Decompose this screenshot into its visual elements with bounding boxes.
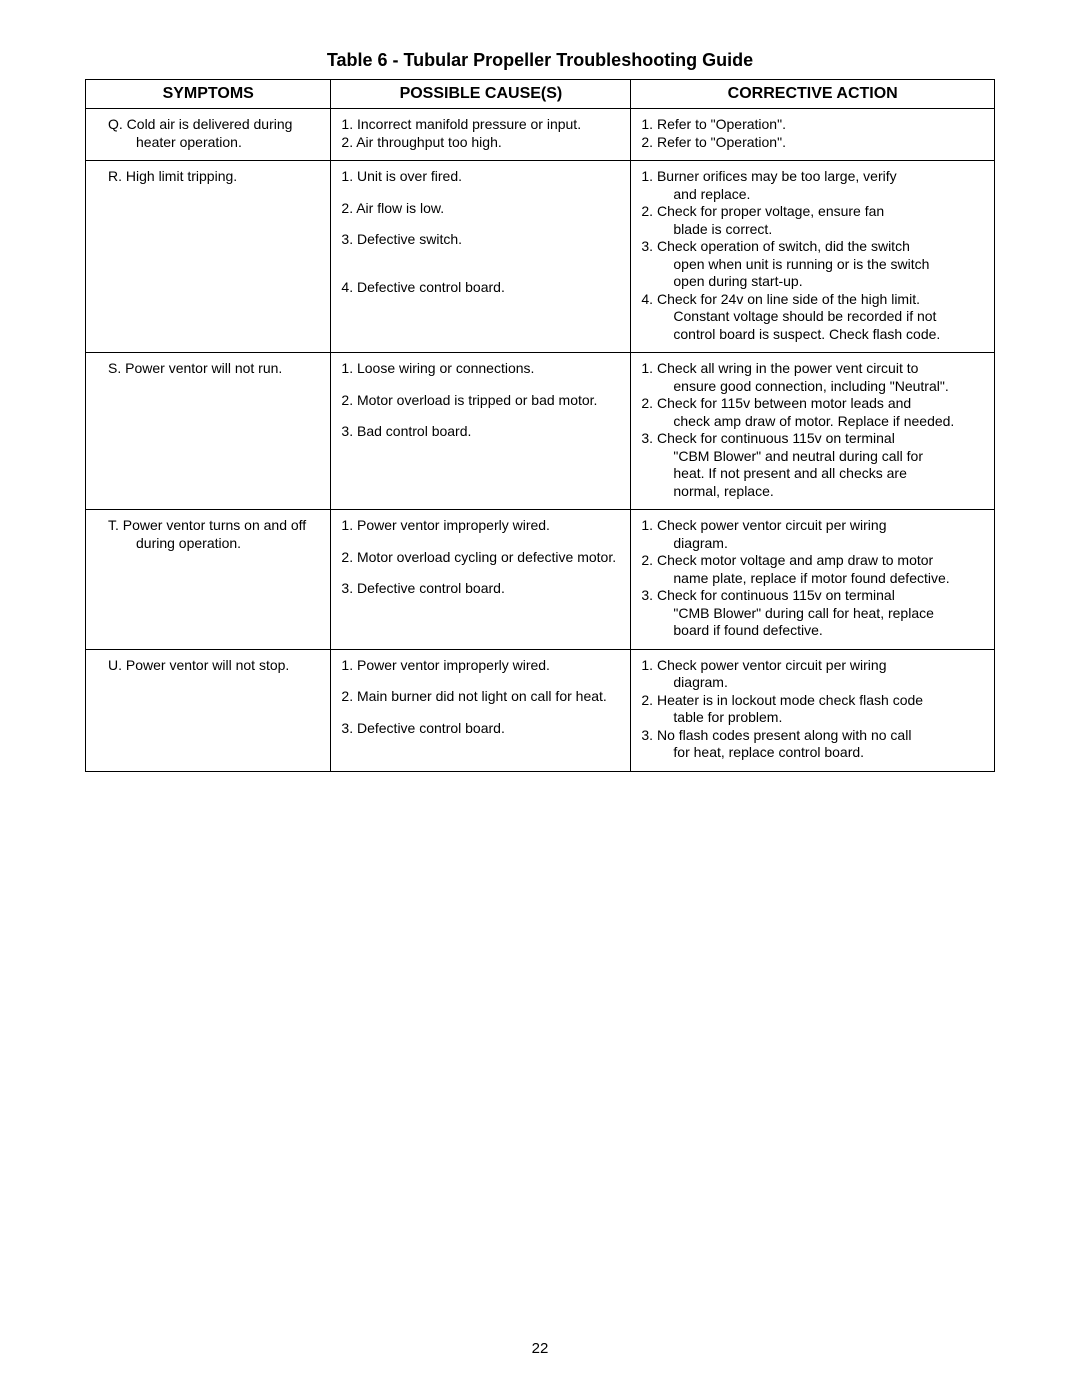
action-cell: 1. Refer to "Operation". 2. Refer to "Op…	[631, 109, 995, 161]
cause-text: 1. Power ventor improperly wired.	[341, 517, 620, 535]
symptom-text: T. Power ventor turns on and off	[108, 517, 306, 533]
troubleshooting-table: SYMPTOMS POSSIBLE CAUSE(S) CORRECTIVE AC…	[85, 79, 995, 772]
cause-text: 2. Air flow is low.	[341, 200, 620, 218]
table-row: R. High limit tripping. 1. Unit is over …	[86, 161, 995, 353]
cause-text: 1. Unit is over fired.	[341, 168, 620, 186]
symptom-text: U. Power ventor will not stop.	[108, 657, 289, 673]
cause-cell: 1. Power ventor improperly wired. 2. Mot…	[331, 510, 631, 650]
cause-cell: 1. Loose wiring or connections. 2. Motor…	[331, 353, 631, 510]
cause-text: 3. Bad control board.	[341, 423, 620, 441]
cause-text: 3. Defective control board.	[341, 580, 620, 598]
symptom-text: during operation.	[122, 535, 241, 551]
cause-cell: 1. Incorrect manifold pressure or input.…	[331, 109, 631, 161]
action-text: name plate, replace if motor found defec…	[657, 570, 949, 586]
cause-text: 2. Air throughput too high.	[341, 134, 620, 152]
action-text: 3. Check for continuous 115v on terminal	[641, 430, 894, 446]
action-text: normal, replace.	[657, 483, 773, 499]
action-cell: 1. Check power ventor circuit per wiring…	[631, 649, 995, 771]
symptom-cell: U. Power ventor will not stop.	[86, 649, 331, 771]
header-symptoms: SYMPTOMS	[86, 80, 331, 109]
action-text: control board is suspect. Check flash co…	[657, 326, 940, 342]
symptom-text: S. Power ventor will not run.	[108, 360, 282, 376]
action-text: 4. Check for 24v on line side of the hig…	[641, 291, 920, 307]
action-text: "CBM Blower" and neutral during call for	[657, 448, 923, 464]
symptom-cell: S. Power ventor will not run.	[86, 353, 331, 510]
cause-text: 1. Power ventor improperly wired.	[341, 657, 620, 675]
action-text: for heat, replace control board.	[657, 744, 864, 760]
table-title: Table 6 - Tubular Propeller Troubleshoot…	[85, 50, 995, 71]
symptom-text: Q. Cold air is delivered during	[108, 116, 292, 132]
action-text: heat. If not present and all checks are	[657, 465, 906, 481]
action-text: 1. Check power ventor circuit per wiring	[641, 657, 886, 673]
symptom-cell: R. High limit tripping.	[86, 161, 331, 353]
action-text: table for problem.	[657, 709, 782, 725]
symptom-cell: Q. Cold air is delivered during heater o…	[86, 109, 331, 161]
cause-text: 4. Defective control board.	[341, 279, 620, 297]
page-number: 22	[0, 1340, 1080, 1357]
action-text: ensure good connection, including "Neutr…	[657, 378, 948, 394]
action-text: board if found defective.	[657, 622, 822, 638]
cause-cell: 1. Unit is over fired. 2. Air flow is lo…	[331, 161, 631, 353]
page: Table 6 - Tubular Propeller Troubleshoot…	[0, 0, 1080, 1397]
action-text: and replace.	[657, 186, 750, 202]
action-text: 2. Refer to "Operation".	[641, 134, 984, 152]
action-text: 1. Burner orifices may be too large, ver…	[641, 168, 896, 184]
action-text: 2. Check for 115v between motor leads an…	[641, 395, 911, 411]
cause-text: 2. Motor overload cycling or defective m…	[341, 549, 620, 567]
action-text: open during start-up.	[657, 273, 802, 289]
action-text: 3. Check for continuous 115v on terminal	[641, 587, 894, 603]
cause-cell: 1. Power ventor improperly wired. 2. Mai…	[331, 649, 631, 771]
action-text: check amp draw of motor. Replace if need…	[657, 413, 954, 429]
action-cell: 1. Check power ventor circuit per wiring…	[631, 510, 995, 650]
cause-text: 1. Loose wiring or connections.	[341, 360, 620, 378]
cause-text: 3. Defective switch.	[341, 231, 620, 249]
cause-text: 1. Incorrect manifold pressure or input.	[341, 116, 620, 134]
action-text: 1. Refer to "Operation".	[641, 116, 984, 134]
action-text: diagram.	[657, 535, 727, 551]
action-text: "CMB Blower" during call for heat, repla…	[657, 605, 934, 621]
action-text: 3. Check operation of switch, did the sw…	[641, 238, 909, 254]
action-text: Constant voltage should be recorded if n…	[657, 308, 936, 324]
table-row: T. Power ventor turns on and off during …	[86, 510, 995, 650]
action-text: 1. Check all wring in the power vent cir…	[641, 360, 918, 376]
action-cell: 1. Burner orifices may be too large, ver…	[631, 161, 995, 353]
table-row: Q. Cold air is delivered during heater o…	[86, 109, 995, 161]
cause-text: 3. Defective control board.	[341, 720, 620, 738]
header-action: CORRECTIVE ACTION	[631, 80, 995, 109]
action-text: 1. Check power ventor circuit per wiring	[641, 517, 886, 533]
action-text: diagram.	[657, 674, 727, 690]
symptom-cell: T. Power ventor turns on and off during …	[86, 510, 331, 650]
header-causes: POSSIBLE CAUSE(S)	[331, 80, 631, 109]
action-text: 2. Check for proper voltage, ensure fan	[641, 203, 884, 219]
action-text: open when unit is running or is the swit…	[657, 256, 929, 272]
table-row: S. Power ventor will not run. 1. Loose w…	[86, 353, 995, 510]
action-cell: 1. Check all wring in the power vent cir…	[631, 353, 995, 510]
cause-text: 2. Motor overload is tripped or bad moto…	[341, 392, 620, 410]
symptom-text: R. High limit tripping.	[108, 168, 237, 184]
action-text: 2. Heater is in lockout mode check flash…	[641, 692, 923, 708]
table-row: U. Power ventor will not stop. 1. Power …	[86, 649, 995, 771]
action-text: 2. Check motor voltage and amp draw to m…	[641, 552, 933, 568]
symptom-text: heater operation.	[122, 134, 242, 150]
table-header-row: SYMPTOMS POSSIBLE CAUSE(S) CORRECTIVE AC…	[86, 80, 995, 109]
action-text: 3. No flash codes present along with no …	[641, 727, 911, 743]
action-text: blade is correct.	[657, 221, 772, 237]
cause-text: 2. Main burner did not light on call for…	[341, 688, 620, 706]
